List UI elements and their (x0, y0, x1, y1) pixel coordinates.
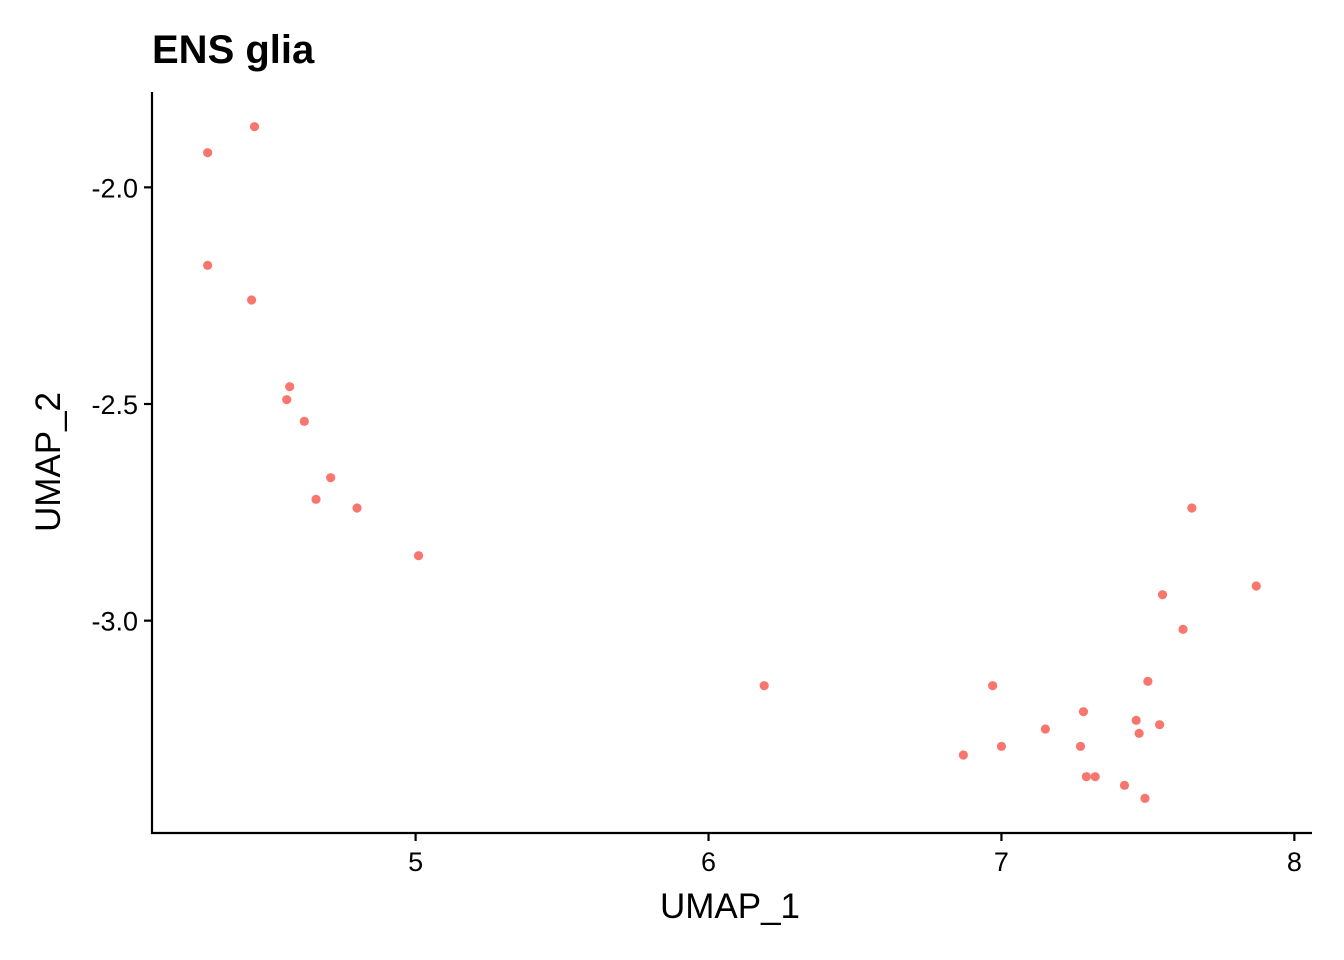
data-point (246, 295, 257, 305)
x-axis-title: UMAP_1 (660, 887, 800, 926)
data-point (996, 741, 1007, 751)
data-point (249, 122, 260, 132)
data-point (1078, 707, 1089, 717)
data-point (1157, 590, 1168, 600)
data-point (326, 473, 336, 483)
x-tick-label: 5 (408, 847, 423, 877)
data-point (1134, 728, 1144, 738)
data-point (203, 260, 213, 270)
y-axis-title: UMAP_2 (29, 392, 68, 532)
data-points (203, 122, 1261, 803)
data-point (1081, 772, 1091, 782)
data-point (988, 681, 998, 691)
y-tick-label: -3.0 (91, 607, 138, 637)
data-point (1178, 624, 1188, 634)
data-point (203, 148, 213, 158)
data-point (1143, 676, 1153, 686)
chart-title: ENS glia (152, 28, 315, 72)
data-point (413, 551, 424, 561)
data-point (759, 681, 769, 691)
data-point (1187, 503, 1197, 513)
y-tick-label: -2.5 (91, 390, 138, 420)
data-point (285, 382, 295, 392)
x-axis-ticks: 5 6 7 8 (408, 833, 1302, 877)
data-point (1155, 720, 1165, 730)
x-tick-label: 6 (701, 847, 716, 877)
x-tick-label: 7 (994, 847, 1009, 877)
x-tick-label: 8 (1287, 847, 1302, 877)
data-point (1119, 780, 1130, 790)
data-point (299, 416, 309, 426)
data-point (282, 395, 292, 405)
data-point (1075, 741, 1086, 751)
data-point (1140, 793, 1150, 803)
data-point (1251, 581, 1261, 591)
y-axis-ticks: -2.0 -2.5 -3.0 (91, 173, 152, 637)
data-point (1090, 772, 1100, 782)
data-point (352, 503, 362, 513)
data-point (1131, 715, 1141, 725)
y-tick-label: -2.0 (91, 173, 138, 203)
data-point (958, 750, 968, 760)
data-point (311, 494, 321, 504)
data-point (1040, 724, 1050, 734)
